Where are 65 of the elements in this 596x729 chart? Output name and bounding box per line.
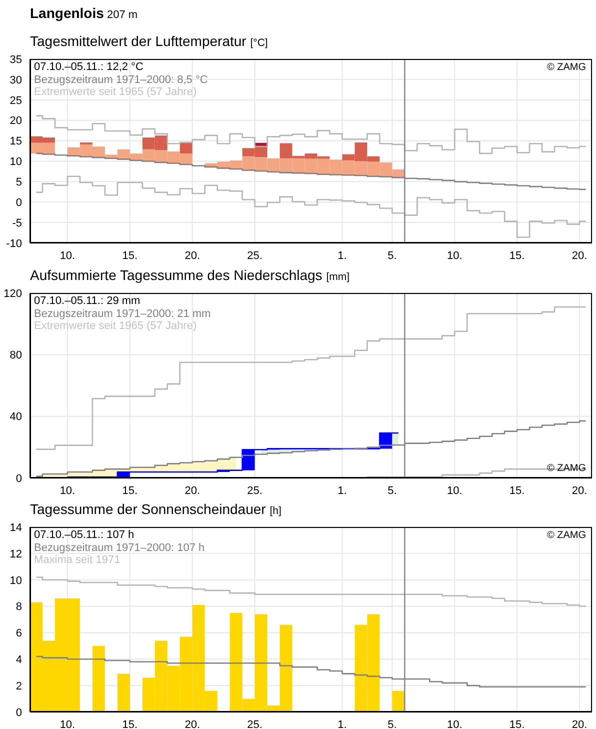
y-tick-label: 0 bbox=[16, 706, 22, 719]
annotation: Extremwerte seit 1965 (57 Jahre) bbox=[34, 320, 198, 332]
y-tick-label: 6 bbox=[16, 628, 22, 640]
x-tick-label: 25. bbox=[247, 484, 262, 497]
annotation: 07.10.–05.11.: 29 mm bbox=[34, 295, 142, 308]
x-tick-label: 15. bbox=[122, 484, 138, 497]
x-tick-label: 25. bbox=[247, 718, 262, 729]
x-tick-label: 1. bbox=[338, 484, 347, 497]
y-tick-label: 14 bbox=[10, 522, 22, 534]
x-tick-label: 15. bbox=[122, 718, 138, 729]
x-tick-label: 20. bbox=[572, 250, 588, 262]
x-tick-label: 10. bbox=[446, 484, 462, 497]
y-tick-label: -5 bbox=[12, 217, 22, 230]
y-axis-title: Tagesmittelwert der Lufttemperatur [°C] bbox=[30, 33, 268, 49]
y-tick-label: 2 bbox=[16, 680, 22, 692]
x-tick-label: 15. bbox=[509, 250, 525, 262]
y-tick-label: 15 bbox=[10, 136, 22, 148]
y-tick-label: 20 bbox=[10, 115, 22, 128]
chart-title: Langenlois bbox=[30, 5, 104, 21]
x-tick-label: 20. bbox=[184, 484, 200, 497]
y-tick-label: 35 bbox=[10, 54, 22, 66]
x-tick-label: 1. bbox=[338, 250, 347, 262]
x-tick-label: 5. bbox=[388, 250, 397, 262]
x-tick-label: 20. bbox=[572, 484, 588, 497]
x-tick-label: 5. bbox=[388, 484, 397, 497]
y-axis-title: Tagessumme der Sonnenscheindauer [h] bbox=[30, 501, 282, 517]
chart-subtitle: 207 m bbox=[106, 9, 138, 21]
y-tick-label: 10 bbox=[10, 574, 22, 587]
x-tick-label: 20. bbox=[572, 718, 588, 729]
annotation: © ZAMG bbox=[546, 62, 586, 73]
x-tick-label: 15. bbox=[509, 484, 525, 497]
y-tick-label: 12 bbox=[10, 548, 22, 560]
x-tick-label: 20. bbox=[184, 718, 200, 729]
x-tick-label: 5. bbox=[388, 718, 397, 729]
y-tick-label: 40 bbox=[10, 411, 22, 424]
y-tick-label: 30 bbox=[10, 74, 22, 86]
annotation: Maxima seit 1971 bbox=[34, 554, 122, 566]
x-tick-label: 10. bbox=[446, 718, 462, 729]
x-tick-label: 10. bbox=[60, 718, 76, 729]
annotation: © ZAMG bbox=[546, 530, 586, 541]
y-tick-label: 120 bbox=[4, 288, 22, 300]
x-tick-label: 15. bbox=[122, 250, 138, 262]
x-tick-label: 10. bbox=[446, 250, 462, 262]
annotation: Extremwerte seit 1965 (57 Jahre) bbox=[34, 86, 198, 98]
y-tick-label: 25 bbox=[10, 94, 22, 107]
x-tick-label: 10. bbox=[60, 484, 76, 497]
annotation: Bezugszeitraum 1971–2000: 8,5 °C bbox=[34, 74, 208, 86]
x-tick-label: 10. bbox=[60, 250, 76, 262]
y-tick-label: 0 bbox=[16, 197, 22, 210]
y-tick-label: 4 bbox=[16, 654, 22, 666]
x-tick-label: 20. bbox=[184, 250, 200, 262]
annotation: 07.10.–05.11.: 12,2 °C bbox=[34, 61, 144, 74]
y-tick-label: -10 bbox=[6, 238, 22, 250]
y-tick-label: 0 bbox=[16, 472, 22, 485]
y-tick-label: 10 bbox=[10, 156, 22, 168]
y-tick-label: 80 bbox=[10, 350, 22, 362]
x-tick-label: 15. bbox=[509, 718, 525, 729]
annotation: Bezugszeitraum 1971–2000: 21 mm bbox=[34, 308, 211, 320]
y-tick-label: 8 bbox=[16, 601, 22, 614]
annotation: 07.10.–05.11.: 107 h bbox=[34, 529, 136, 542]
y-tick-label: 5 bbox=[16, 176, 22, 189]
annotation: Bezugszeitraum 1971–2000: 107 h bbox=[34, 542, 205, 554]
x-tick-label: 25. bbox=[247, 250, 262, 262]
y-axis-title: Aufsummierte Tagessumme des Niederschlags [mm] bbox=[30, 267, 350, 283]
x-tick-label: 1. bbox=[338, 718, 347, 729]
